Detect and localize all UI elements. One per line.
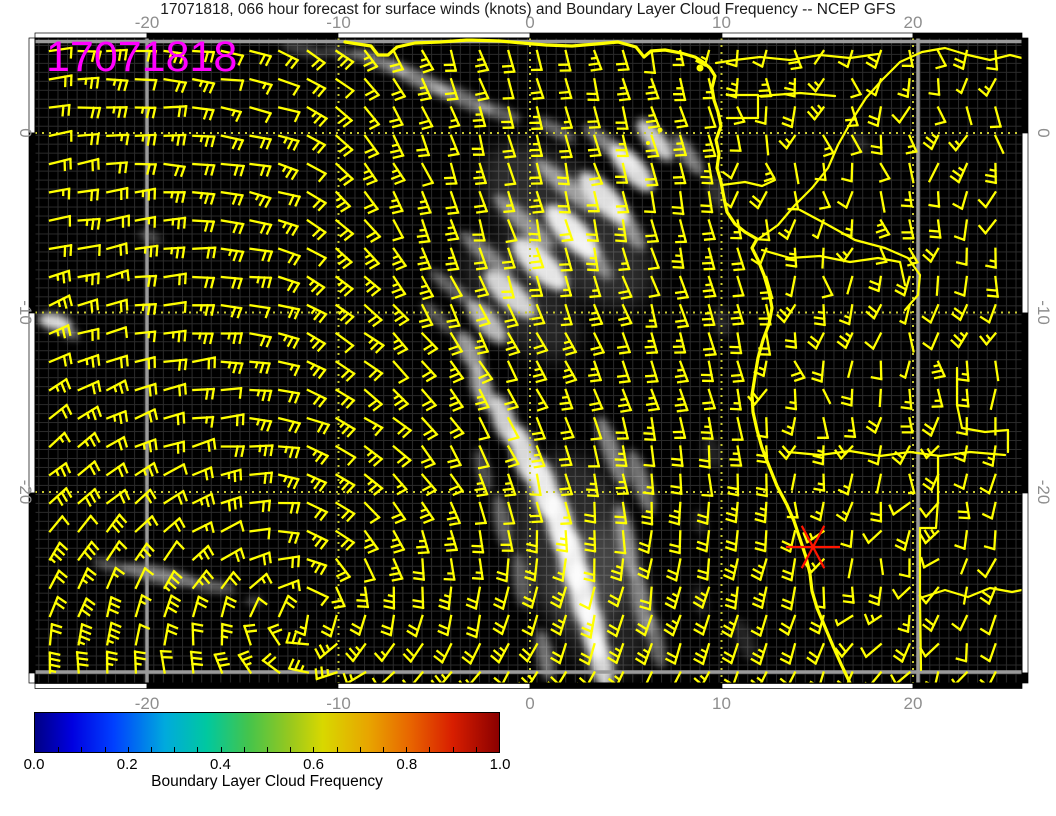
colorbar-tick-label: 1.0 [489,756,511,773]
island [657,127,663,133]
map-frame [28,32,1029,689]
colorbar-tick-label: 0.0 [23,756,45,773]
x-tick-label-bottom: -20 [135,694,160,713]
colorbar-minor-tick [127,747,129,752]
y-tick-label-left: -20 [16,480,35,505]
country-border [955,366,1010,454]
x-tick-label-bottom: 0 [525,694,534,713]
colorbar-minor-tick [406,747,408,752]
colorbar-minor-tick [475,747,477,752]
colorbar-minor-tick [313,747,315,752]
y-tick-label-left: 0 [16,128,35,137]
coastline-and-borders [343,38,1022,683]
island [696,64,704,72]
colorbar-minor-tick [243,747,245,752]
island [646,141,650,145]
x-tick-label-bottom: 10 [712,694,731,713]
init-time-stamp: 17071818 [46,33,238,81]
x-tick-label-bottom: -10 [326,694,351,713]
colorbar-minor-tick [151,747,152,752]
country-border [755,46,1022,242]
colorbar [34,712,500,753]
country-border [720,178,777,188]
colorbar-tick-label: 0.6 [303,756,325,773]
colorbar-tick-label: 0.8 [396,756,418,773]
x-tick-label-top: 20 [904,13,923,32]
colorbar-tick-label: 0.4 [209,756,231,773]
colorbar-minor-tick [452,747,454,752]
colorbar-minor-tick [174,747,176,752]
axis-labels: -20 -20 -10 -10 0 0 10 10 20 20 0 0 -10 -10 -20 -20 [16,13,1053,713]
colorbar-minor-tick [383,747,384,752]
x-tick-label-bottom: 20 [904,694,923,713]
colorbar-minor-tick [197,747,199,752]
x-tick-label-top: -10 [326,13,351,32]
y-tick-label-left: -10 [16,300,35,325]
colorbar-minor-tick [220,747,222,752]
country-border [798,208,922,312]
country-border [760,248,907,287]
country-border [918,586,1022,600]
station-marker-asterisk [786,525,840,569]
chart-title: 17071818, 066 hour forecast for surface … [160,1,896,18]
colorbar-minor-tick [267,747,268,752]
colorbar-tick-labels: 0.0 0.2 0.4 0.6 0.8 1.0 [24,756,511,774]
y-tick-label-right: -10 [1034,300,1053,325]
x-tick-label-top: 0 [525,13,534,32]
country-border [918,454,940,672]
colorbar-minor-tick [429,747,431,752]
colorbar-minor-tick [104,747,106,752]
y-tick-label-right: 0 [1034,128,1053,137]
colorbar-minor-tick [336,747,338,752]
colorbar-tick-label: 0.2 [116,756,138,773]
colorbar-caption: Boundary Layer Cloud Frequency [151,773,383,790]
colorbar-minor-tick [359,747,361,752]
coastline [343,38,852,683]
country-border [758,91,837,98]
x-tick-label-top: -20 [135,13,160,32]
y-tick-label-right: -20 [1034,480,1053,505]
colorbar-minor-tick [58,747,60,752]
x-tick-label-top: 10 [712,13,731,32]
colorbar-minor-tick [81,747,83,752]
colorbar-minor-tick [290,747,292,752]
